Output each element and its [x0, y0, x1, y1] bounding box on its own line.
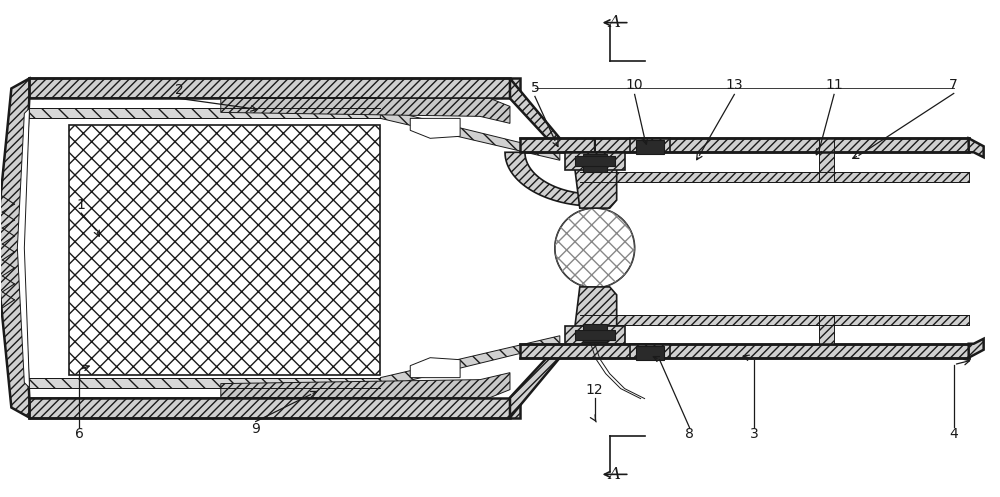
Text: 13: 13 [726, 79, 743, 92]
Polygon shape [380, 108, 560, 160]
Text: 10: 10 [626, 79, 643, 92]
Polygon shape [819, 315, 834, 344]
Polygon shape [969, 138, 984, 157]
Text: 4: 4 [949, 427, 958, 441]
Text: 1: 1 [77, 198, 86, 212]
Polygon shape [969, 339, 984, 358]
Polygon shape [565, 152, 625, 170]
Polygon shape [630, 344, 670, 358]
Polygon shape [565, 326, 625, 344]
Polygon shape [819, 138, 834, 182]
Polygon shape [573, 152, 617, 208]
Bar [575, 330, 615, 340]
Text: 7: 7 [949, 79, 958, 92]
Polygon shape [510, 344, 560, 417]
Polygon shape [510, 79, 560, 152]
Bar [636, 140, 664, 154]
Text: 11: 11 [825, 79, 843, 92]
Circle shape [555, 208, 635, 288]
Bar [583, 324, 607, 342]
Text: 8: 8 [685, 427, 694, 441]
Text: A: A [609, 466, 621, 483]
Polygon shape [221, 373, 510, 398]
Polygon shape [29, 79, 520, 98]
Polygon shape [69, 125, 380, 375]
Polygon shape [410, 358, 460, 378]
Bar [580, 172, 969, 182]
Text: 2: 2 [175, 83, 183, 97]
Polygon shape [29, 378, 400, 388]
Polygon shape [29, 398, 520, 417]
Polygon shape [221, 98, 510, 123]
Polygon shape [0, 79, 29, 417]
Bar [580, 315, 969, 325]
Bar [636, 346, 664, 360]
Polygon shape [630, 138, 670, 152]
Text: 5: 5 [531, 82, 539, 95]
Polygon shape [410, 118, 460, 138]
Text: A: A [609, 14, 621, 31]
Bar [583, 154, 607, 172]
Bar [575, 156, 615, 166]
Polygon shape [573, 287, 617, 344]
Text: 6: 6 [75, 427, 84, 441]
Text: 12: 12 [586, 383, 604, 397]
Text: 9: 9 [251, 422, 260, 436]
Bar [520, 344, 969, 358]
Polygon shape [505, 138, 595, 206]
Bar [520, 138, 969, 152]
Polygon shape [29, 108, 400, 118]
Polygon shape [380, 336, 560, 388]
Text: 3: 3 [750, 427, 759, 441]
Polygon shape [17, 108, 29, 388]
